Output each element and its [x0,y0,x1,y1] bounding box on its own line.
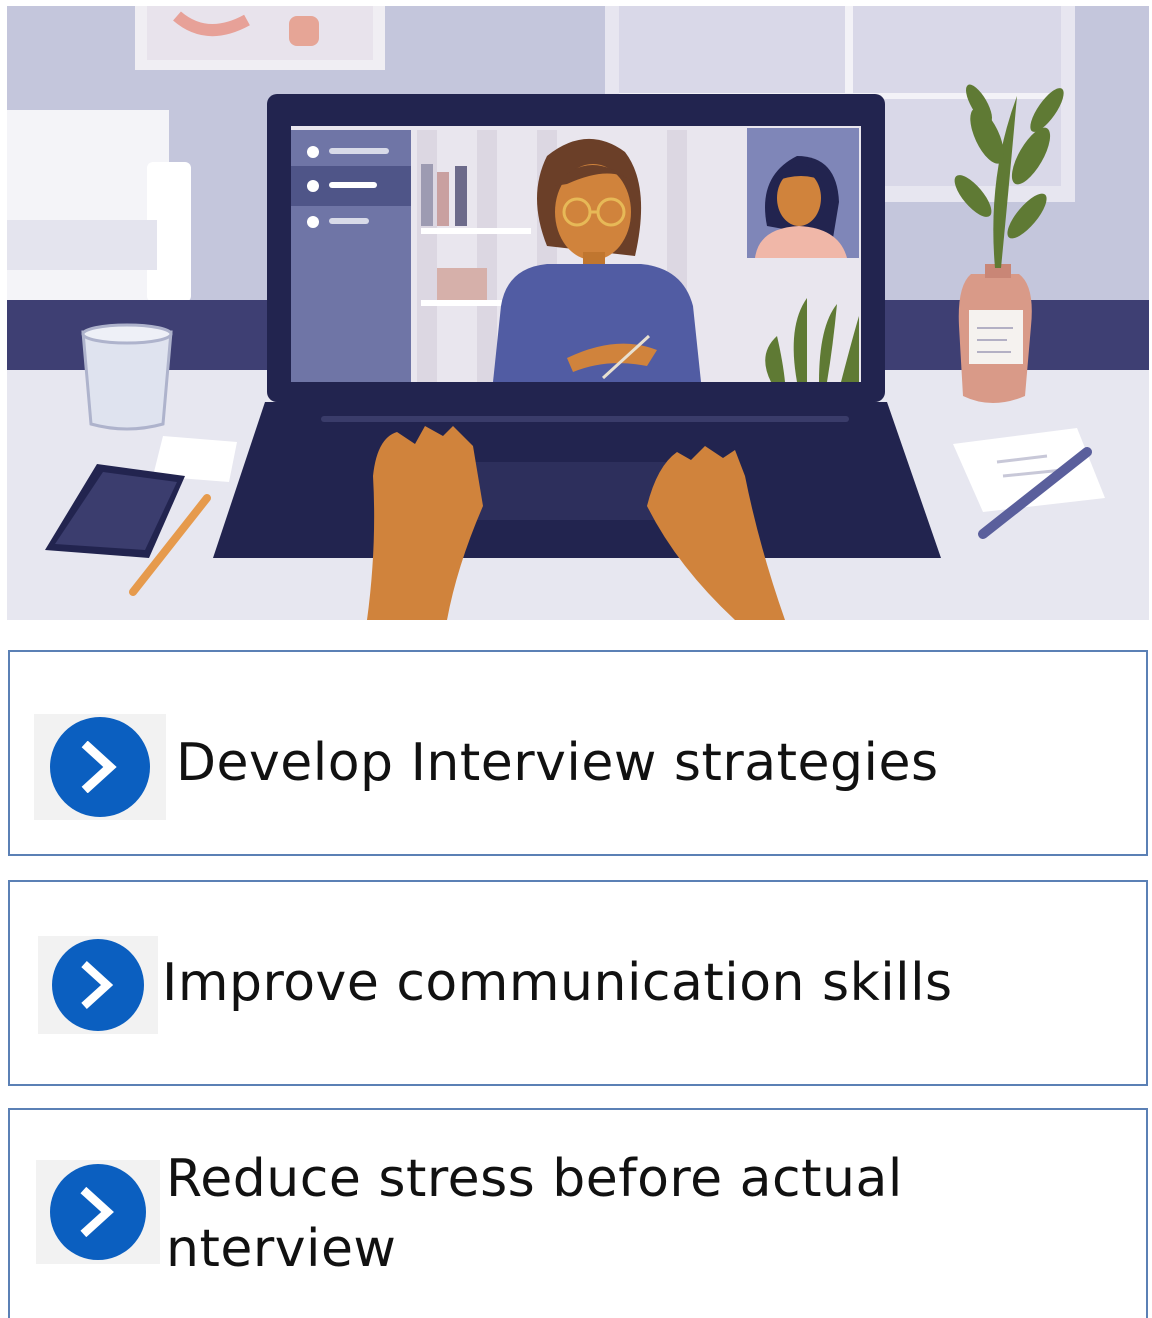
pen [978,447,1092,539]
bullet-icon-tile [36,1160,160,1264]
bullet-item-reduce-stress: Reduce stress before actual nterview [8,1108,1148,1318]
chevron-glyph [81,741,117,793]
bullet-item-communication-skills: Improve communication skills [8,880,1148,1086]
chevron-right-icon [50,717,150,817]
bullet-icon-tile [34,714,166,820]
bullet-text: Develop Interview strategies [176,733,939,793]
note-paper [153,436,237,482]
pencil [129,494,211,596]
chevron-glyph [81,961,114,1009]
chevron-right-icon [50,1164,146,1260]
interviewer-person [493,138,701,382]
illustration-svg [7,6,1149,620]
bullet-text: Improve communication skills [162,953,953,1013]
screen-plant [765,298,859,382]
glass [81,330,173,431]
bullet-item-interview-strategies: Develop Interview strategies [8,650,1148,856]
note-paper-right [953,428,1105,512]
video-call-illustration [7,6,1149,620]
couch [7,110,169,300]
chevron-glyph [80,1187,114,1237]
typing-hands [367,426,785,620]
plant [954,84,1064,268]
chevron-right-icon [52,939,144,1031]
bullet-text: Reduce stress before actual nterview [166,1149,903,1279]
bullet-icon-tile [38,936,158,1034]
